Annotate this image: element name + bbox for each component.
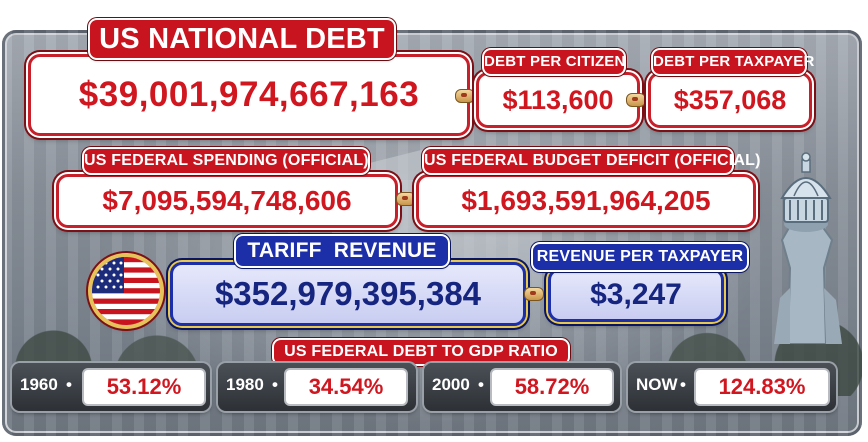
revenue-per-taxpayer-label: REVENUE PER TAXPAYER bbox=[533, 244, 747, 270]
budget-deficit-value: $1,693,591,964,205 bbox=[461, 185, 711, 216]
bullet-dot-icon: • bbox=[66, 375, 72, 394]
tariff-revenue-panel: $352,979,395,384 bbox=[170, 262, 526, 326]
budget-deficit-panel: $1,693,591,964,205 bbox=[416, 174, 756, 228]
tariff-revenue-value: $352,979,395,384 bbox=[214, 275, 482, 312]
gdp-ratio-year: 1960 bbox=[20, 375, 58, 394]
national-debt-label: US NATIONAL DEBT bbox=[90, 20, 394, 58]
gdp-ratio-cell-2000: 2000 • 58.72% bbox=[424, 363, 620, 411]
budget-deficit-label: US FEDERAL BUDGET DEFICIT (OFFICIAL) bbox=[424, 149, 760, 173]
debt-per-citizen-panel: $113,600 bbox=[476, 72, 640, 128]
debt-to-gdp-label: US FEDERAL DEBT TO GDP RATIO bbox=[274, 340, 568, 364]
connector-link bbox=[626, 93, 646, 107]
federal-spending-label: US FEDERAL SPENDING (OFFICIAL) bbox=[84, 149, 369, 173]
revenue-per-taxpayer-panel: $3,247 bbox=[548, 268, 724, 322]
debt-per-citizen-value: $113,600 bbox=[502, 84, 614, 115]
gdp-ratio-cell-now: NOW • 124.83% bbox=[628, 363, 836, 411]
gdp-ratio-cell-1980: 1980 • 34.54% bbox=[218, 363, 416, 411]
capitol-statue-icon bbox=[760, 148, 852, 345]
bullet-dot-icon: • bbox=[478, 375, 484, 394]
bullet-dot-icon: • bbox=[680, 375, 686, 394]
revenue-per-taxpayer-value: $3,247 bbox=[590, 278, 682, 311]
debt-per-taxpayer-value: $357,068 bbox=[673, 84, 787, 115]
us-flag-icon bbox=[92, 257, 160, 325]
debt-per-taxpayer-label: DEBT PER TAXPAYER bbox=[653, 50, 814, 74]
gdp-ratio-year: NOW bbox=[636, 375, 678, 394]
tariff-revenue-label: TARIFF REVENUE bbox=[236, 236, 448, 266]
gdp-ratio-cell-1960: 1960 • 53.12% bbox=[12, 363, 210, 411]
debt-per-taxpayer-panel: $357,068 bbox=[648, 72, 812, 128]
federal-spending-panel: $7,095,594,748,606 bbox=[56, 174, 398, 228]
connector-link bbox=[455, 89, 475, 103]
federal-spending-value: $7,095,594,748,606 bbox=[102, 185, 352, 216]
bullet-dot-icon: • bbox=[272, 375, 278, 394]
gdp-ratio-value: 124.83% bbox=[694, 368, 830, 406]
gdp-ratio-value: 58.72% bbox=[490, 368, 614, 406]
connector-link bbox=[396, 192, 416, 206]
gdp-ratio-year: 2000 bbox=[432, 375, 470, 394]
connector-link bbox=[524, 287, 544, 301]
gdp-ratio-year: 1980 bbox=[226, 375, 264, 394]
debt-to-gdp-bar: 1960 • 53.12% 1980 • 34.54% 2000 • 58.72… bbox=[12, 363, 860, 413]
debt-per-citizen-label: DEBT PER CITIZEN bbox=[484, 50, 625, 74]
national-debt-value: $39,001,974,667,163 bbox=[78, 75, 420, 114]
national-debt-panel: $39,001,974,667,163 bbox=[28, 54, 470, 136]
gdp-ratio-value: 34.54% bbox=[284, 368, 408, 406]
gdp-ratio-value: 53.12% bbox=[82, 368, 206, 406]
